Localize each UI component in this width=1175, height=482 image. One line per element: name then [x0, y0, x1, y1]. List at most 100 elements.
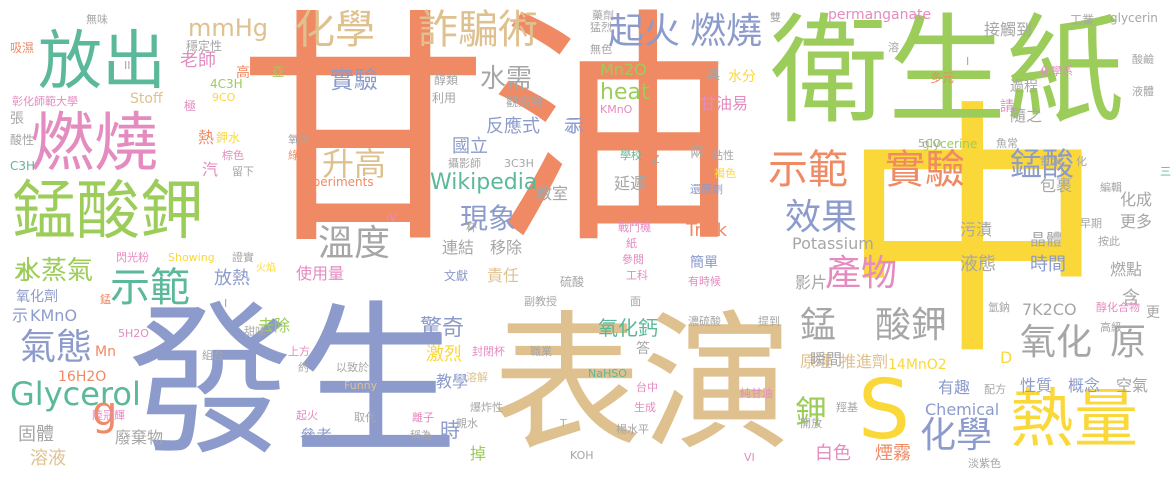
word-shun-jian: 瞬間	[810, 350, 843, 369]
word-ye-tai: 液態	[960, 254, 996, 275]
word-d: D	[1000, 348, 1013, 367]
word-meng-2: 錳	[100, 293, 111, 306]
word-yang-hua-2: 氧化	[288, 133, 310, 146]
word-tai-zhong: 台中	[636, 381, 658, 394]
word-glycerol: Glycerol	[10, 375, 141, 413]
word-i-2: I	[940, 313, 944, 326]
word-mn14: 14MnO2	[888, 357, 947, 373]
word-jie-chu-dao: 接觸到	[984, 20, 1033, 39]
word-guo-li: 國立	[452, 136, 488, 157]
word-shui-xu: 水需	[480, 64, 533, 94]
word-can-kao: 參考	[300, 426, 333, 445]
word-hua-xue-xi: 化學系	[1040, 65, 1073, 78]
word-i-3: I	[224, 297, 228, 310]
word-bian-ji: 編輯	[1100, 181, 1122, 194]
word-jiao-shi: 教室	[536, 184, 569, 203]
word-h5o2: 5H2O	[118, 327, 149, 340]
word-zha-pian-shu: 詐騙術	[418, 7, 538, 53]
word-lao-shi: 老師	[180, 50, 216, 71]
word-zu-he: 組合	[202, 349, 224, 362]
word-vi: VI	[744, 451, 755, 464]
word-shui: 水	[14, 260, 34, 284]
word-yang-hua-gai: 氧化鈣	[598, 316, 658, 340]
word-qi-huo-2: 起火	[296, 409, 318, 422]
word-ye-ti: 液體	[1132, 85, 1154, 98]
word-xiao-guo: 效果	[785, 197, 858, 238]
word-rong-jie: 溶解	[466, 371, 488, 384]
word-shi-jian: 時間	[1030, 254, 1066, 275]
word-zhang-hua: 彰化師範大學	[12, 95, 78, 108]
word-wu-se: 無色	[590, 43, 612, 56]
word-yue: 約	[298, 361, 309, 374]
word-fei-qi-wu: 廢棄物	[115, 428, 164, 447]
word-co5: 5CO	[918, 137, 942, 150]
word-shi-yan-2: 實驗	[330, 66, 378, 94]
word-lu-guan-hui: 陸冠輝	[92, 409, 125, 422]
word-he-se: 褐色	[714, 167, 736, 180]
word-wen-du: 溫度	[318, 223, 391, 264]
word-xian-xiang: 現象	[460, 202, 517, 235]
word-geng: 更	[1146, 305, 1160, 321]
word-gao-ji: 高級	[1100, 321, 1122, 334]
word-shi-4: 示	[564, 116, 581, 135]
word-jia-shui: 鉀水	[216, 131, 241, 145]
word-gong-ye: 工業	[1070, 13, 1095, 27]
word-co9: 9CO	[212, 91, 236, 104]
word-ii: II	[124, 59, 131, 72]
word-trick: Trick	[686, 220, 728, 241]
word-gan-you: 甘油	[238, 0, 738, 278]
word-meng-suan-jia: 錳酸鉀	[12, 175, 204, 249]
word-qi: 汽	[202, 160, 219, 179]
word-chemical: Chemical	[925, 400, 1000, 419]
word-bao-zha-xing: 爆炸性	[470, 401, 503, 414]
word-zhan-dou-ji: 戰鬥機	[618, 221, 651, 234]
word-fan-ying-shi: 反應式	[486, 116, 540, 137]
word-permanganate: permanganate	[828, 7, 932, 23]
word-ji: 極	[184, 99, 197, 113]
word-huo-yan: 火焰	[256, 263, 276, 274]
word-shi-yong-liang: 使用量	[296, 264, 345, 283]
word-lian-jie: 連結	[442, 238, 475, 257]
word-she-ying-shi: 攝影師	[448, 157, 481, 170]
word-hua-xue: 化學	[295, 7, 375, 53]
word-hua: 化	[1076, 155, 1087, 168]
word-biao-yan: 表演	[492, 298, 793, 472]
word-shuang: 雙	[770, 11, 781, 24]
word-gu-ti: 固體	[18, 424, 54, 445]
word-rong-ye: 溶液	[30, 448, 66, 469]
word-zhong: 中	[838, 77, 1108, 392]
word-re-liang: 熱量	[1010, 383, 1138, 457]
word-nahso: NaHSO	[588, 367, 627, 380]
word-wen-ding-xing: 穩定性	[186, 39, 223, 53]
word-iv: IV	[386, 211, 397, 224]
word-yao-ji: 藥劑	[592, 9, 614, 22]
word-you-qu: 有趣	[938, 378, 971, 397]
word-z: Z	[652, 153, 660, 166]
word-cheng-wei: 稱為	[410, 429, 432, 442]
word-glycerin: glycerin	[1110, 11, 1158, 25]
word-li-yong: 利用	[432, 91, 457, 105]
word-wen-xian: 文獻	[444, 269, 469, 283]
word-glycerine: glycerine	[922, 137, 978, 151]
word-ran-dian: 燃點	[1110, 260, 1143, 279]
word-chun-hua-he-wu: 醇化合物	[1096, 301, 1140, 314]
word-stoff: Stoff	[130, 91, 163, 107]
word-sui-zhi: 隨之	[1010, 106, 1043, 125]
word-qing-na: 氫鈉	[988, 301, 1010, 314]
word-shi-3: 示	[12, 306, 29, 325]
word-zhi-ye: 職業	[530, 345, 552, 358]
word-bei: 杯	[466, 221, 477, 234]
word-zao-qi: 早期	[1080, 217, 1102, 230]
word-qu-chu: 去除	[258, 316, 291, 335]
word-sheng-gao: 升高	[322, 145, 387, 183]
word-shang-fang: 上方	[288, 345, 310, 358]
word-rong: 溶	[888, 41, 899, 54]
word-yan-chi: 延遲	[614, 174, 647, 193]
word-h3c3: 3C3H	[504, 157, 534, 170]
word-t: T	[560, 417, 567, 430]
word-ran-shao-2: 燃燒	[690, 11, 763, 52]
word-feng-bi-bei: 封閉杯	[472, 345, 505, 358]
word-wikipedia: Wikipedia	[430, 170, 538, 195]
word-yan-wu: 煙霧	[875, 443, 911, 464]
word-zong-se: 棕色	[222, 149, 244, 162]
